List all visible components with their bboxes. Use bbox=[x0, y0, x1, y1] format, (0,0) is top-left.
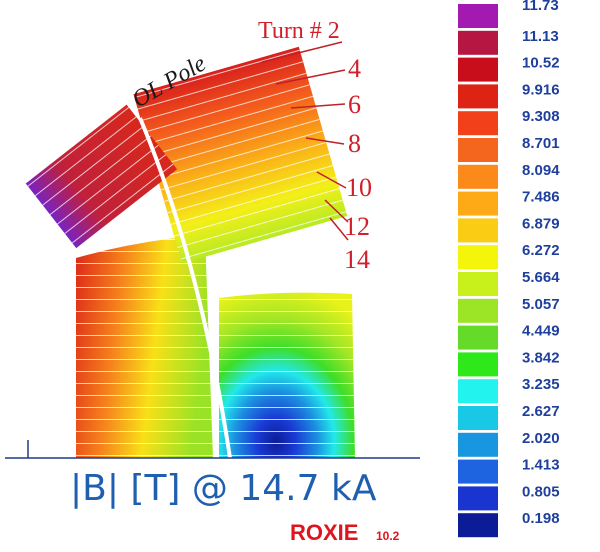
turn-label-8: 8 bbox=[348, 129, 361, 158]
color-legend: 11.73 11.13 10.52 9.916 9.308 8.701 8.094 7.486… bbox=[458, 0, 560, 538]
turn-label-4: 4 bbox=[348, 54, 361, 83]
legend-swatch bbox=[458, 138, 498, 162]
legend-value: 3.842 bbox=[522, 349, 560, 366]
legend-value: 5.057 bbox=[522, 296, 560, 313]
upper-block-turn-lines bbox=[133, 46, 348, 264]
turn-label-14: 14 bbox=[344, 245, 370, 274]
legend-swatch bbox=[458, 406, 498, 430]
leader-turn-12 bbox=[324, 199, 349, 223]
legend-value: 6.879 bbox=[522, 215, 560, 232]
leader-turn-8 bbox=[305, 137, 345, 145]
leader-turn-6 bbox=[290, 103, 346, 109]
legend-swatch bbox=[458, 432, 498, 457]
legend-swatch bbox=[458, 4, 498, 28]
lower-right-turn-lines bbox=[219, 292, 355, 458]
legend-value: 11.73 bbox=[522, 0, 559, 14]
roxie-version: 10.2 bbox=[376, 529, 400, 543]
legend-swatch bbox=[458, 30, 498, 55]
lower-left-coil-block bbox=[76, 235, 213, 458]
legend-swatch bbox=[458, 218, 498, 243]
lower-right-coil-block bbox=[219, 292, 355, 458]
legend-value: 2.020 bbox=[522, 430, 560, 447]
legend-value: 7.486 bbox=[522, 189, 560, 206]
legend-value: 4.449 bbox=[522, 323, 560, 340]
legend-value: 2.627 bbox=[522, 403, 560, 420]
turn-label-10: 10 bbox=[346, 173, 372, 202]
ol-pole-block bbox=[25, 104, 178, 249]
legend-value: 8.094 bbox=[522, 162, 560, 179]
legend-swatch bbox=[458, 57, 498, 82]
legend-value: 10.52 bbox=[522, 55, 560, 72]
leader-turn-10 bbox=[316, 171, 347, 189]
legend-value: 8.701 bbox=[522, 135, 560, 152]
legend-value: 0.805 bbox=[522, 483, 560, 500]
leader-turn-2 bbox=[261, 41, 343, 63]
legend-swatch bbox=[458, 352, 498, 377]
pole-gap-line bbox=[138, 117, 232, 459]
legend-swatch bbox=[458, 164, 498, 189]
legend-value: 11.13 bbox=[522, 28, 559, 45]
lower-left-turn-lines bbox=[76, 235, 213, 458]
upper-coil-block bbox=[133, 46, 348, 264]
legend-swatch bbox=[458, 245, 498, 270]
turn-label-12: 12 bbox=[344, 212, 370, 241]
turn-label-6: 6 bbox=[348, 90, 361, 119]
legend-value: 0.198 bbox=[522, 510, 560, 527]
legend-swatch bbox=[458, 513, 498, 538]
legend-value: 9.916 bbox=[522, 81, 560, 98]
legend-value: 1.413 bbox=[522, 457, 560, 474]
field-title: |B| [T] @ 14.7 kA bbox=[70, 468, 377, 509]
legend-swatch bbox=[458, 325, 498, 350]
legend-swatch bbox=[458, 379, 498, 404]
ol-pole-turn-lines bbox=[25, 104, 178, 249]
legend-swatch bbox=[458, 298, 498, 323]
leader-turn-4 bbox=[275, 69, 346, 85]
legend-swatch bbox=[458, 111, 498, 136]
turn-leader-lines bbox=[261, 41, 349, 241]
roxie-logo: ROXIE bbox=[290, 520, 358, 545]
legend-value: 5.664 bbox=[522, 269, 560, 286]
legend-swatch bbox=[458, 272, 498, 296]
legend-swatch bbox=[458, 459, 498, 484]
legend-value: 3.235 bbox=[522, 376, 560, 393]
legend-value: 9.308 bbox=[522, 108, 560, 125]
legend-value: 6.272 bbox=[522, 242, 560, 259]
legend-swatch bbox=[458, 486, 498, 511]
leader-turn-14 bbox=[329, 217, 349, 241]
legend-swatch bbox=[458, 191, 498, 216]
legend-swatch bbox=[458, 84, 498, 109]
turn-label-2: Turn # 2 bbox=[258, 18, 340, 44]
